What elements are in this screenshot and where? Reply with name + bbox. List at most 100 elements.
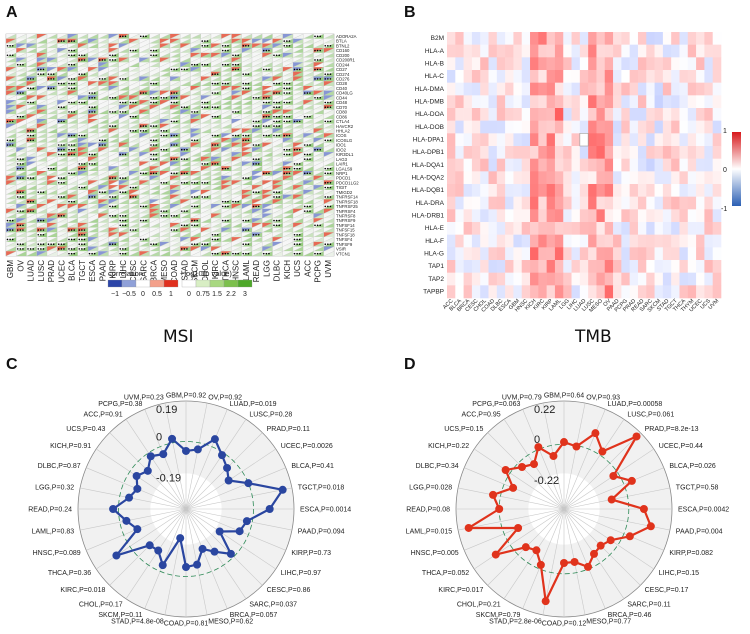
msi-cell-divider bbox=[67, 43, 78, 49]
msi-cell-divider bbox=[272, 166, 283, 172]
msi-cell-divider bbox=[221, 66, 232, 72]
msi-cell-divider bbox=[87, 62, 99, 68]
msi-cell-divider bbox=[221, 189, 232, 195]
msi-cell-divider bbox=[282, 133, 294, 139]
msi-significance-star bbox=[119, 191, 122, 194]
msi-cell-divider bbox=[98, 147, 109, 153]
msi-cell-divider bbox=[221, 57, 232, 63]
msi-cell-divider bbox=[139, 99, 150, 105]
msi-significance-star bbox=[324, 186, 327, 189]
msi-cell-divider bbox=[118, 43, 130, 49]
msi-significance-star bbox=[186, 181, 188, 184]
msi-cell-divider bbox=[159, 222, 171, 228]
msi-cell-divider bbox=[303, 57, 314, 63]
msi-cell-divider bbox=[98, 57, 109, 63]
msi-cell-divider bbox=[159, 57, 171, 63]
msi-cell-divider bbox=[5, 128, 17, 134]
msi-cell-divider bbox=[98, 189, 109, 195]
msi-significance-star bbox=[160, 148, 163, 151]
msi-cell-divider bbox=[16, 95, 27, 101]
msi-cell-divider bbox=[16, 48, 27, 54]
msi-significance-star bbox=[19, 224, 22, 227]
msi-cell-divider bbox=[169, 161, 181, 167]
msi-cell-divider bbox=[190, 151, 201, 157]
msi-significance-star bbox=[216, 163, 219, 165]
msi-significance-star bbox=[134, 101, 137, 104]
msi-significance-star bbox=[6, 144, 9, 146]
msi-cell-divider bbox=[118, 85, 130, 91]
msi-significance-star bbox=[109, 59, 111, 61]
msi-cell-divider bbox=[5, 180, 17, 186]
msi-cell-divider bbox=[210, 48, 222, 54]
msi-cell-divider bbox=[46, 133, 58, 139]
msi-significance-star bbox=[109, 54, 111, 57]
msi-significance-star bbox=[19, 92, 22, 94]
msi-cell-divider bbox=[303, 151, 314, 157]
msi-cell-divider bbox=[262, 142, 273, 148]
msi-significance-star bbox=[132, 101, 134, 104]
msi-significance-star bbox=[173, 172, 175, 175]
msi-cell-divider bbox=[159, 76, 171, 82]
msi-cell-divider bbox=[57, 90, 68, 96]
msi-cell-divider bbox=[292, 227, 304, 233]
msi-significance-star bbox=[306, 144, 309, 146]
msi-cell-divider bbox=[221, 90, 232, 96]
msi-significance-star bbox=[150, 153, 152, 156]
msi-significance-star bbox=[191, 181, 193, 184]
msi-cell-divider bbox=[149, 194, 160, 200]
msi-significance-star bbox=[283, 134, 286, 137]
msi-cell-divider bbox=[221, 208, 232, 214]
msi-cell-divider bbox=[159, 156, 171, 162]
msi-significance-star bbox=[214, 82, 216, 85]
msi-significance-star bbox=[183, 68, 186, 71]
msi-cell-divider bbox=[221, 114, 232, 120]
msi-cell-divider bbox=[262, 104, 273, 110]
msi-significance-star bbox=[63, 215, 65, 217]
msi-cell-divider bbox=[241, 38, 253, 44]
msi-cell-divider bbox=[159, 199, 171, 205]
msi-cell-divider bbox=[200, 33, 212, 39]
msi-cell-divider bbox=[108, 81, 119, 87]
msi-significance-star bbox=[81, 186, 83, 189]
msi-significance-star bbox=[216, 106, 219, 109]
msi-cell-divider bbox=[221, 118, 232, 124]
msi-cell-divider bbox=[36, 194, 48, 200]
msi-cell-divider bbox=[251, 114, 263, 120]
msi-cell-divider bbox=[98, 151, 109, 157]
msi-cell-divider bbox=[118, 199, 130, 205]
msi-significance-star bbox=[268, 172, 270, 175]
msi-cell-divider bbox=[272, 199, 283, 205]
msi-cell-divider bbox=[282, 156, 294, 162]
msi-cell-divider bbox=[67, 66, 78, 72]
msi-significance-star bbox=[11, 45, 14, 47]
msi-cell-divider bbox=[159, 104, 171, 110]
msi-cell-divider bbox=[241, 128, 253, 134]
msi-cell-divider bbox=[272, 175, 283, 181]
msi-cell-divider bbox=[77, 57, 89, 63]
msi-cell-divider bbox=[118, 232, 130, 238]
msi-significance-star bbox=[83, 186, 86, 189]
msi-cell-divider bbox=[221, 175, 232, 181]
msi-cell-divider bbox=[46, 118, 58, 124]
msi-cell-divider bbox=[313, 38, 324, 44]
msi-cell-divider bbox=[159, 52, 171, 58]
msi-cell-divider bbox=[190, 203, 201, 209]
msi-significance-star bbox=[73, 144, 75, 146]
msi-cell-divider bbox=[5, 90, 17, 96]
msi-cell-divider bbox=[46, 109, 58, 115]
msi-cell-divider bbox=[272, 33, 283, 39]
msi-cell-divider bbox=[221, 137, 232, 143]
msi-significance-star bbox=[40, 219, 42, 222]
msi-significance-star bbox=[150, 144, 152, 146]
msi-cell-divider bbox=[108, 109, 119, 115]
msi-cell-divider bbox=[200, 76, 212, 82]
msi-significance-star bbox=[50, 87, 52, 90]
msi-significance-star bbox=[68, 200, 70, 203]
msi-cell-divider bbox=[77, 203, 89, 209]
msi-cell-divider bbox=[26, 175, 37, 181]
msi-cell-divider bbox=[221, 33, 232, 39]
msi-cell-divider bbox=[128, 142, 140, 148]
msi-significance-star bbox=[16, 115, 19, 118]
msi-cell-divider bbox=[57, 194, 68, 200]
msi-significance-star bbox=[278, 224, 281, 227]
